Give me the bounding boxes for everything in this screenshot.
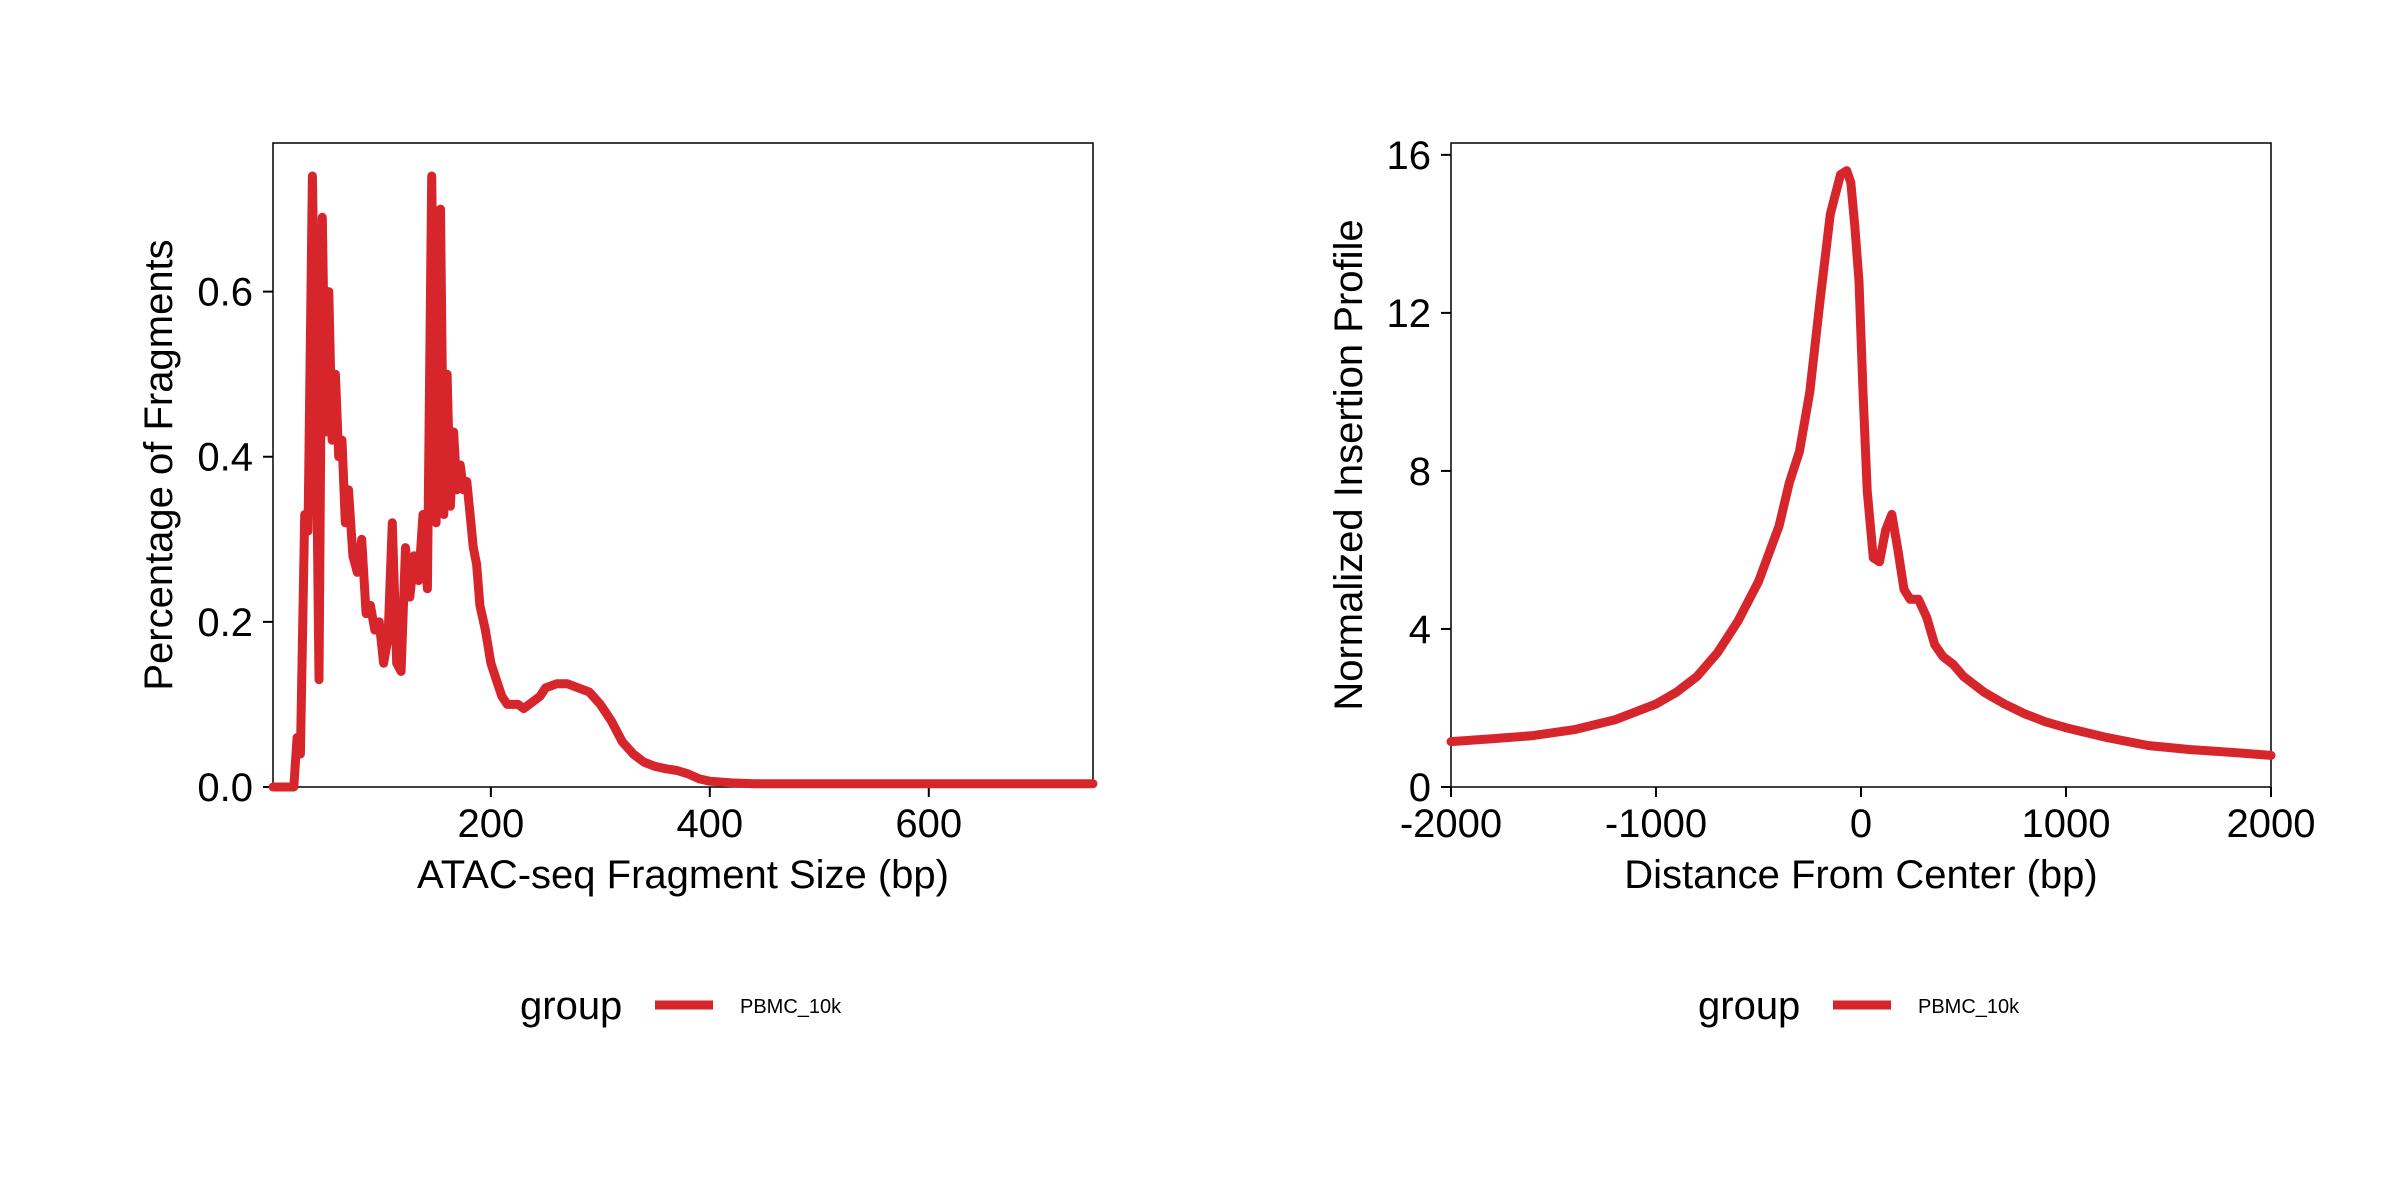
x-tick-label: -1000 bbox=[1605, 802, 1707, 846]
series-lines bbox=[268, 171, 1098, 792]
y-axis-ticks: 0 4 8 12 16 bbox=[1387, 134, 1451, 810]
legend: group PBMC_10k bbox=[1698, 984, 2020, 1028]
x-axis-title: Distance From Center (bp) bbox=[1624, 853, 2097, 897]
y-tick-label: 0.4 bbox=[197, 436, 253, 480]
x-tick-label: 200 bbox=[457, 802, 524, 846]
legend-label: PBMC_10k bbox=[1918, 996, 2020, 1018]
y-tick-label: 16 bbox=[1387, 134, 1432, 178]
x-tick-label: 600 bbox=[895, 802, 962, 846]
x-tick-label: 2000 bbox=[2227, 802, 2316, 846]
legend: group PBMC_10k bbox=[520, 984, 842, 1028]
y-tick-label: 0.0 bbox=[197, 766, 253, 810]
legend-label: PBMC_10k bbox=[740, 996, 842, 1018]
y-tick-label: 0.6 bbox=[197, 271, 253, 315]
series-line-pbmc-10k bbox=[1446, 166, 2276, 760]
insertion-profile-plot: -2000 -1000 0 1000 2000 0 4 8 12 16 Distance Fro… bbox=[1327, 134, 2315, 1028]
x-tick-label: -2000 bbox=[1400, 802, 1502, 846]
series-line-pbmc-10k bbox=[268, 171, 1098, 792]
x-tick-label: 0 bbox=[1850, 802, 1872, 846]
y-tick-label: 12 bbox=[1387, 292, 1432, 336]
y-axis-title: Normalized Insertion Profile bbox=[1327, 219, 1371, 710]
series-lines bbox=[1446, 166, 2276, 760]
x-tick-label: 400 bbox=[676, 802, 743, 846]
y-tick-label: 4 bbox=[1409, 608, 1431, 652]
legend-title: group bbox=[1698, 984, 1800, 1028]
plot-frame bbox=[272, 142, 1094, 788]
y-tick-label: 0 bbox=[1409, 766, 1431, 810]
x-axis-title: ATAC-seq Fragment Size (bp) bbox=[417, 853, 949, 897]
y-axis-ticks: 0.0 0.2 0.4 0.6 bbox=[197, 271, 273, 810]
legend-title: group bbox=[520, 984, 622, 1028]
x-axis-ticks: 200 400 600 bbox=[457, 787, 962, 846]
y-tick-label: 8 bbox=[1409, 450, 1431, 494]
plot-frame bbox=[1450, 142, 2272, 788]
x-axis-ticks: -2000 -1000 0 1000 2000 bbox=[1400, 787, 2316, 846]
fragment-size-plot: 200 400 600 0.0 0.2 0.4 0.6 ATAC-seq Fragment… bbox=[137, 142, 1098, 1028]
y-axis-title: Percentage of Fragments bbox=[137, 239, 181, 690]
x-tick-label: 1000 bbox=[2022, 802, 2111, 846]
y-tick-label: 0.2 bbox=[197, 601, 253, 645]
